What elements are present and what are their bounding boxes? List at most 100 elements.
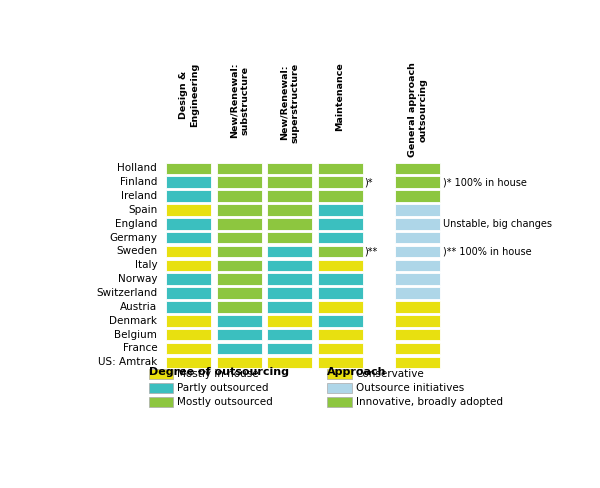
Text: Norway: Norway	[118, 274, 157, 284]
FancyBboxPatch shape	[166, 204, 211, 216]
FancyBboxPatch shape	[166, 245, 211, 257]
FancyBboxPatch shape	[317, 260, 362, 271]
Text: Spain: Spain	[128, 205, 157, 215]
FancyBboxPatch shape	[395, 287, 440, 299]
Text: Austria: Austria	[120, 302, 157, 312]
Text: Ireland: Ireland	[121, 191, 157, 201]
FancyBboxPatch shape	[166, 287, 211, 299]
FancyBboxPatch shape	[217, 273, 262, 285]
FancyBboxPatch shape	[217, 163, 262, 174]
FancyBboxPatch shape	[217, 232, 262, 244]
FancyBboxPatch shape	[395, 357, 440, 368]
FancyBboxPatch shape	[317, 218, 362, 229]
FancyBboxPatch shape	[267, 163, 312, 174]
FancyBboxPatch shape	[395, 232, 440, 244]
Text: US: Amtrak: US: Amtrak	[98, 357, 157, 367]
FancyBboxPatch shape	[166, 218, 211, 229]
Text: )*: )*	[364, 177, 373, 187]
FancyBboxPatch shape	[149, 369, 173, 379]
Text: Germany: Germany	[109, 233, 157, 243]
Text: Degree of outsourcing: Degree of outsourcing	[149, 366, 289, 377]
FancyBboxPatch shape	[395, 260, 440, 271]
FancyBboxPatch shape	[267, 329, 312, 341]
Text: England: England	[115, 219, 157, 229]
FancyBboxPatch shape	[395, 204, 440, 216]
FancyBboxPatch shape	[327, 397, 352, 407]
FancyBboxPatch shape	[327, 369, 352, 379]
FancyBboxPatch shape	[395, 176, 440, 188]
Text: Outsource initiatives: Outsource initiatives	[356, 383, 464, 393]
FancyBboxPatch shape	[395, 329, 440, 341]
FancyBboxPatch shape	[317, 204, 362, 216]
FancyBboxPatch shape	[395, 163, 440, 174]
Text: )* 100% in house: )* 100% in house	[443, 177, 527, 187]
Text: Partly outsourced: Partly outsourced	[178, 383, 269, 393]
FancyBboxPatch shape	[267, 218, 312, 229]
Text: Belgium: Belgium	[114, 329, 157, 340]
FancyBboxPatch shape	[395, 315, 440, 326]
FancyBboxPatch shape	[267, 176, 312, 188]
Text: Switzerland: Switzerland	[96, 288, 157, 298]
FancyBboxPatch shape	[317, 287, 362, 299]
FancyBboxPatch shape	[395, 301, 440, 313]
FancyBboxPatch shape	[267, 287, 312, 299]
FancyBboxPatch shape	[395, 218, 440, 229]
FancyBboxPatch shape	[267, 273, 312, 285]
Text: )** 100% in house: )** 100% in house	[443, 246, 532, 257]
FancyBboxPatch shape	[217, 343, 262, 354]
FancyBboxPatch shape	[317, 245, 362, 257]
FancyBboxPatch shape	[267, 232, 312, 244]
Text: New/Renewal:
substructure: New/Renewal: substructure	[230, 62, 249, 138]
FancyBboxPatch shape	[267, 204, 312, 216]
FancyBboxPatch shape	[149, 397, 173, 407]
FancyBboxPatch shape	[267, 260, 312, 271]
FancyBboxPatch shape	[217, 301, 262, 313]
FancyBboxPatch shape	[395, 190, 440, 202]
FancyBboxPatch shape	[166, 315, 211, 326]
FancyBboxPatch shape	[217, 329, 262, 341]
Text: General approach
outsourcing: General approach outsourcing	[408, 62, 427, 157]
FancyBboxPatch shape	[317, 163, 362, 174]
FancyBboxPatch shape	[395, 245, 440, 257]
FancyBboxPatch shape	[149, 383, 173, 393]
FancyBboxPatch shape	[317, 176, 362, 188]
Text: Mostly in house: Mostly in house	[178, 369, 259, 379]
FancyBboxPatch shape	[217, 287, 262, 299]
FancyBboxPatch shape	[267, 245, 312, 257]
Text: Italy: Italy	[134, 260, 157, 270]
Text: France: France	[122, 344, 157, 353]
Text: Holland: Holland	[118, 163, 157, 173]
FancyBboxPatch shape	[317, 329, 362, 341]
FancyBboxPatch shape	[317, 190, 362, 202]
FancyBboxPatch shape	[166, 329, 211, 341]
FancyBboxPatch shape	[217, 204, 262, 216]
FancyBboxPatch shape	[166, 232, 211, 244]
FancyBboxPatch shape	[395, 273, 440, 285]
FancyBboxPatch shape	[267, 301, 312, 313]
FancyBboxPatch shape	[217, 315, 262, 326]
Text: Maintenance: Maintenance	[335, 62, 344, 131]
FancyBboxPatch shape	[217, 245, 262, 257]
FancyBboxPatch shape	[317, 343, 362, 354]
FancyBboxPatch shape	[317, 232, 362, 244]
Text: Unstable, big changes: Unstable, big changes	[443, 219, 552, 229]
Text: Sweden: Sweden	[116, 246, 157, 257]
Text: Finland: Finland	[120, 177, 157, 187]
Text: Mostly outsourced: Mostly outsourced	[178, 397, 273, 407]
FancyBboxPatch shape	[217, 218, 262, 229]
FancyBboxPatch shape	[317, 357, 362, 368]
Text: Conservative: Conservative	[356, 369, 424, 379]
FancyBboxPatch shape	[327, 383, 352, 393]
FancyBboxPatch shape	[166, 176, 211, 188]
Text: Innovative, broadly adopted: Innovative, broadly adopted	[356, 397, 503, 407]
FancyBboxPatch shape	[267, 315, 312, 326]
FancyBboxPatch shape	[217, 176, 262, 188]
Text: )**: )**	[364, 246, 377, 257]
FancyBboxPatch shape	[166, 163, 211, 174]
FancyBboxPatch shape	[267, 357, 312, 368]
FancyBboxPatch shape	[166, 273, 211, 285]
FancyBboxPatch shape	[267, 190, 312, 202]
Text: Denmark: Denmark	[109, 316, 157, 326]
FancyBboxPatch shape	[395, 343, 440, 354]
FancyBboxPatch shape	[166, 190, 211, 202]
